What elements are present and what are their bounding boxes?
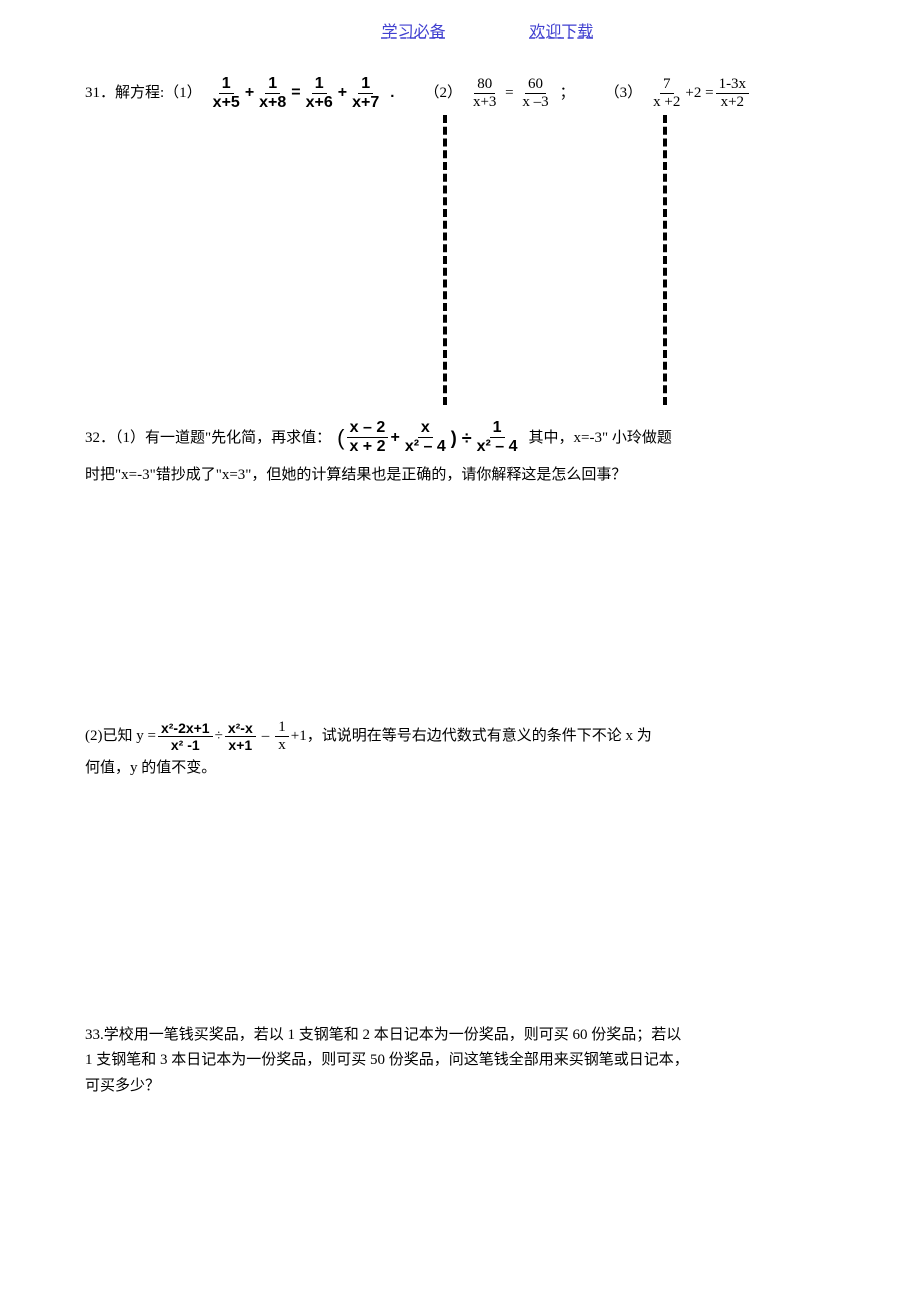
frac: xx² – 4 <box>402 420 449 455</box>
problem-32-1: 32．（1）有一道题"先化简，再求值： ( x – 2x + 2 + xx² –… <box>85 416 890 490</box>
p32b-lead: (2)已知 y = <box>85 721 156 751</box>
frac: 1-3xx+2 <box>716 77 750 110</box>
problem-31: 31．解方程:（1） 1x+5 + 1x+8 = 1x+6 + 1x+7 . （… <box>85 76 890 111</box>
problem-33: 33.学校用一笔钱买奖品，若以 1 支钢笔和 2 本日记本为一份奖品，则可买 6… <box>85 1023 890 1100</box>
frac: 1x+7 <box>349 76 382 111</box>
semicolon: ； <box>560 81 575 105</box>
equals: = <box>291 80 300 106</box>
frac: 1x+6 <box>303 76 336 111</box>
minus: – <box>262 721 270 751</box>
divider-dashed-1 <box>443 115 447 405</box>
divider-dashed-2 <box>663 115 667 405</box>
p32b-eq: x²-2x+1x² -1 ÷ x²-xx+1 – 1x <box>156 720 291 753</box>
page-header: 学习必备 欢迎下载 <box>85 20 890 46</box>
frac: x – 2x + 2 <box>346 420 388 455</box>
frac: 7x +2 <box>650 77 683 110</box>
p32-line1b: 其中，x=-3" 小玲做题 <box>529 423 672 453</box>
p32-line1a: 32．（1）有一道题"先化简，再求值： <box>85 423 331 453</box>
paren-open: ( <box>337 416 344 460</box>
frac: 1x+8 <box>256 76 289 111</box>
problem-32-2: (2)已知 y = x²-2x+1x² -1 ÷ x²-xx+1 – 1x +1… <box>85 720 890 783</box>
p31-part2-label: （2） <box>424 81 462 105</box>
p32-line2: 时把"x=-3"错抄成了"x=3"，但她的计算结果也是正确的，请你解释这是怎么回… <box>85 460 890 490</box>
header-link-download[interactable]: 欢迎下载 <box>529 24 593 41</box>
p33-line3: 可买多少？ <box>85 1074 890 1100</box>
p33-line2: 1 支钢笔和 3 本日记本为一份奖品，则可买 50 份奖品，问这笔钱全部用来买钢… <box>85 1048 890 1074</box>
p32b-tail2: 何值，y 的值不变。 <box>85 753 890 783</box>
plus: + <box>245 80 254 106</box>
p33-line1: 33.学校用一笔钱买奖品，若以 1 支钢笔和 2 本日记本为一份奖品，则可买 6… <box>85 1023 890 1049</box>
p31-eq3: 7x +2 +2 = 1-3xx+2 <box>648 77 751 110</box>
period: . <box>390 81 394 105</box>
plus: + <box>390 422 399 454</box>
p32b-tail1: +1，试说明在等号右边代数式有意义的条件下不论 x 为 <box>291 721 652 751</box>
frac: 1x <box>275 720 289 753</box>
header-link-study[interactable]: 学习必备 <box>382 24 446 41</box>
equals: = <box>501 81 517 105</box>
frac: 1x² – 4 <box>474 420 521 455</box>
divide: ÷ <box>215 721 223 751</box>
frac: x²-2x+1x² -1 <box>158 721 213 752</box>
p31-eq1: 1x+5 + 1x+8 = 1x+6 + 1x+7 <box>208 76 385 111</box>
plus-two-equals: +2 = <box>685 81 713 105</box>
p32-eq: ( x – 2x + 2 + xx² – 4 ) ÷ 1x² – 4 <box>337 416 522 460</box>
frac: x²-xx+1 <box>225 721 256 752</box>
frac: 60x –3 <box>519 77 551 110</box>
frac: 1x+5 <box>210 76 243 111</box>
plus: + <box>338 80 347 106</box>
p31-eq2: 80x+3 = 60x –3 <box>468 77 554 110</box>
paren-close-div: ) ÷ <box>451 420 472 456</box>
p31-label: 31．解方程:（1） <box>85 81 202 105</box>
frac: 80x+3 <box>470 77 499 110</box>
p31-part3-label: （3） <box>605 81 643 105</box>
page: 学习必备 欢迎下载 31．解方程:（1） 1x+5 + 1x+8 = 1x+6 … <box>0 0 920 1302</box>
